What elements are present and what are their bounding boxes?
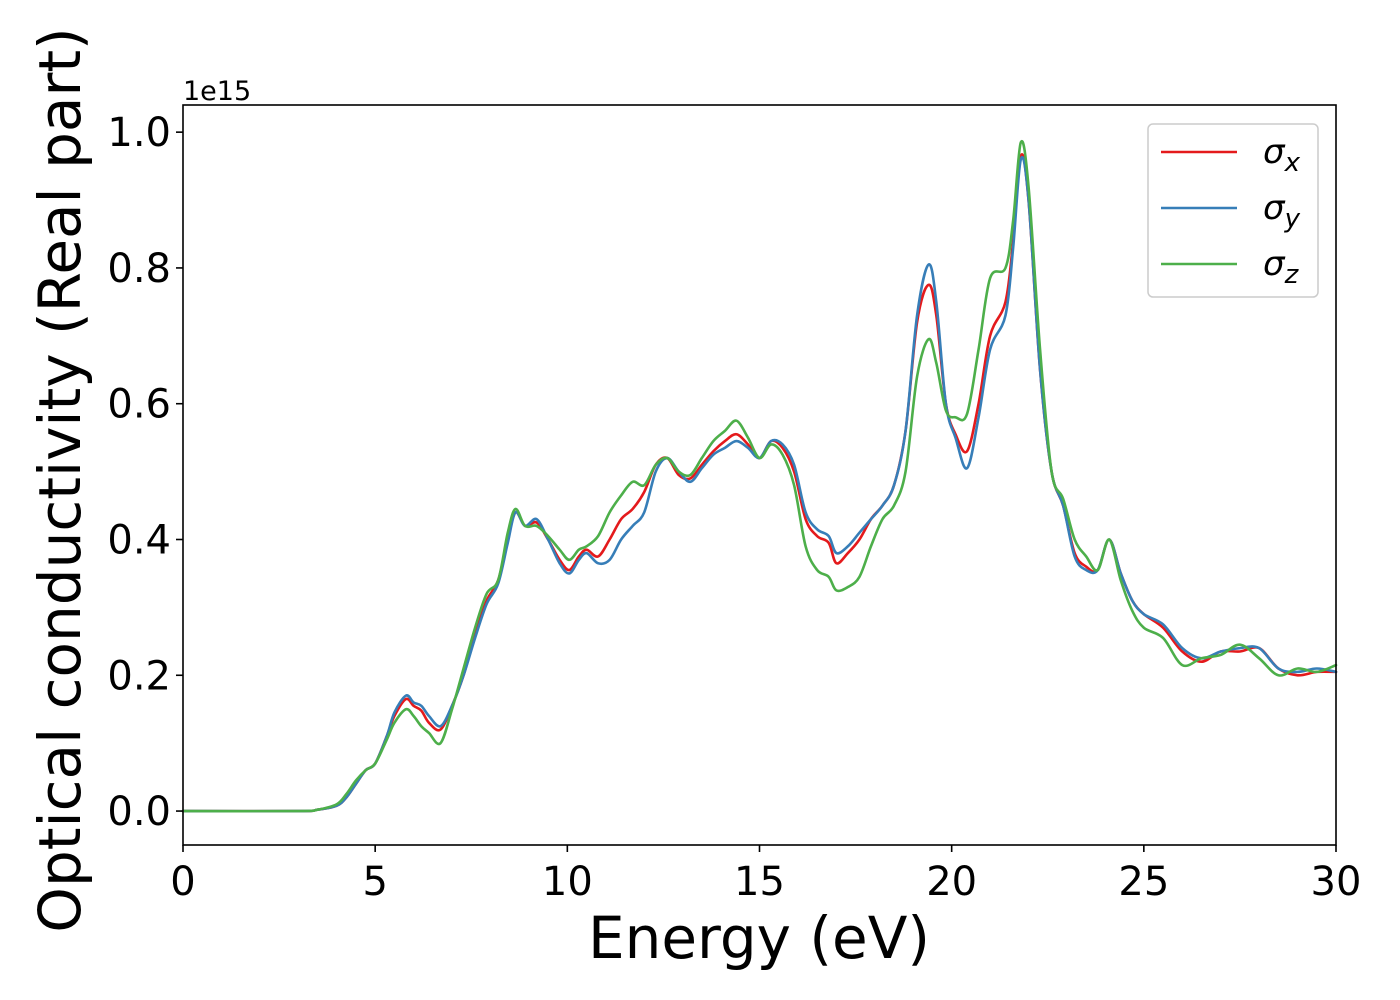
y-offset-label: 1e15 <box>183 76 251 107</box>
y-axis-ticks: 0.0 0.2 0.4 0.6 0.8 1.0 <box>107 110 183 835</box>
x-tick-label: 25 <box>1118 859 1169 905</box>
x-axis-ticks: 0 5 10 15 20 25 30 <box>170 845 1361 905</box>
y-tick-label: 0.0 <box>107 789 171 835</box>
legend-label-z: σz <box>1263 244 1300 290</box>
y-tick-label: 0.8 <box>107 246 171 292</box>
legend-label-y: σy <box>1263 188 1301 234</box>
y-tick-label: 1.0 <box>107 110 171 156</box>
series-layer <box>181 139 1338 813</box>
y-axis-label: Optical conductivity (Real part) <box>26 27 94 932</box>
legend: σx σy σz <box>1147 123 1319 298</box>
series-line-y <box>181 156 1338 813</box>
x-tick-label: 5 <box>362 859 387 905</box>
legend-label-x: σx <box>1263 132 1301 178</box>
x-tick-label: 15 <box>734 859 785 905</box>
x-tick-label: 20 <box>926 859 977 905</box>
y-tick-label: 0.6 <box>107 382 171 428</box>
y-tick-label: 0.4 <box>107 517 171 563</box>
x-tick-label: 0 <box>170 859 195 905</box>
x-tick-label: 30 <box>1311 859 1362 905</box>
x-axis-label: Energy (eV) <box>588 904 930 972</box>
series-line-z <box>181 139 1338 813</box>
legend-box <box>1147 123 1319 298</box>
y-tick-label: 0.2 <box>107 653 171 699</box>
x-tick-label: 10 <box>542 859 593 905</box>
